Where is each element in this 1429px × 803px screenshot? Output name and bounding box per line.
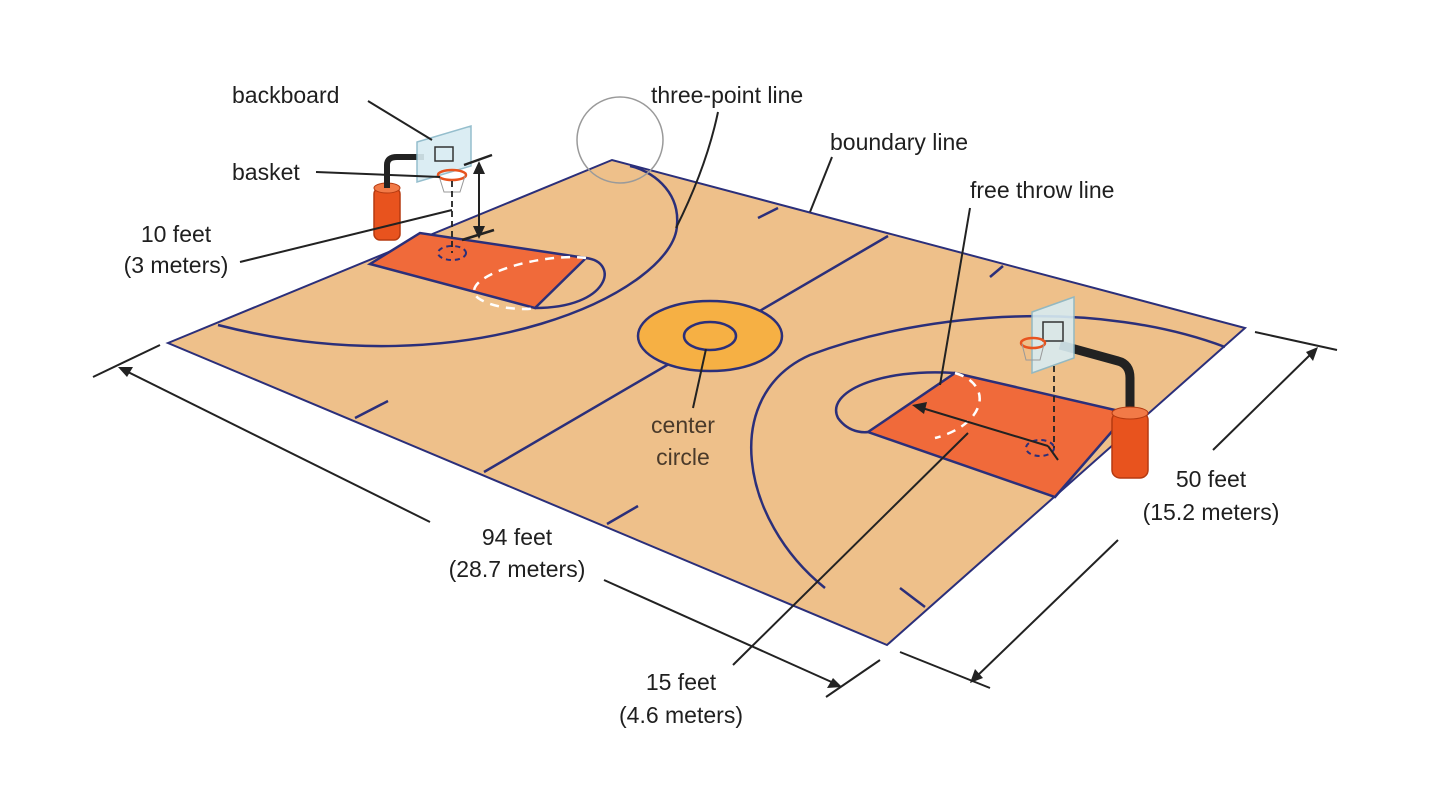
backboard-label: backboard (232, 82, 339, 108)
left-backboard (416, 124, 472, 184)
free-throw-distance-label-feet: 15 feet (646, 669, 717, 695)
width-dimension (899, 331, 1338, 689)
width-label-meters: (15.2 meters) (1143, 499, 1280, 525)
center-circle-inner (682, 320, 738, 352)
height-label-meters: (3 meters) (124, 252, 229, 278)
right-basket-assembly (1019, 295, 1149, 479)
right-backboard (1031, 295, 1075, 375)
free-throw-distance-label-meters: (4.6 meters) (619, 702, 743, 728)
boundary-line-label: boundary line (830, 129, 968, 155)
right-free-throw-circle-dashed (934, 371, 981, 440)
leader-lines (239, 100, 971, 666)
center-circle-label-line2: circle (656, 444, 710, 470)
width-label-feet: 50 feet (1176, 466, 1247, 492)
left-pole-arm (384, 154, 424, 188)
left-basket-rim (436, 168, 468, 182)
length-dimension (92, 344, 881, 698)
length-label-feet: 94 feet (482, 524, 553, 550)
center-circle (636, 299, 784, 373)
highlight-circle (576, 96, 664, 184)
basket-label: basket (232, 159, 300, 185)
length-label-meters: (28.7 meters) (449, 556, 586, 582)
left-free-throw-circle-dashed (473, 255, 587, 311)
three-point-arc-left (217, 164, 679, 348)
three-point-arc-right (750, 314, 1226, 589)
right-pole-arm (1058, 340, 1135, 412)
right-free-throw-circle (834, 371, 956, 434)
right-pole-base (1111, 411, 1149, 479)
right-basket-rim (1019, 336, 1047, 350)
left-rim-shadow (437, 245, 467, 261)
free-throw-distance-arrow (921, 407, 1049, 447)
three-point-line-label: three-point line (651, 82, 803, 108)
hash-marks (354, 206, 1004, 608)
free-throw-line-label: free throw line (970, 177, 1114, 203)
left-free-throw-circle (534, 256, 606, 310)
center-circle-label-line1: center (651, 412, 715, 438)
left-pole-base (373, 187, 401, 241)
height-label-feet: 10 feet (141, 221, 212, 247)
